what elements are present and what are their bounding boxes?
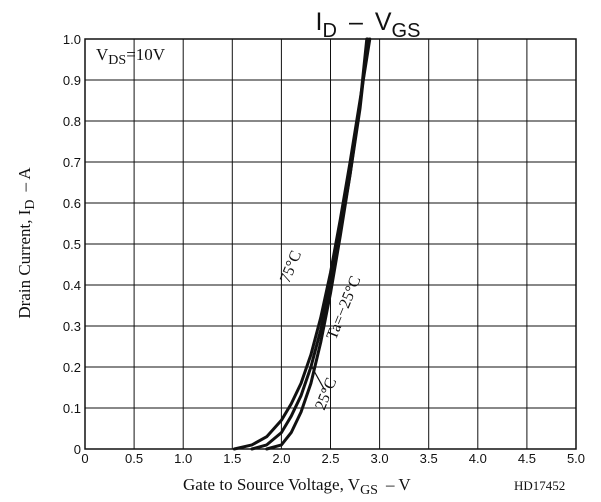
y-tick-label-1: 0.1 [63, 401, 81, 416]
y-tick-label-6: 0.6 [63, 196, 81, 211]
y-tick-label-5: 0.5 [63, 237, 81, 252]
y-tick-label-4: 0.4 [63, 278, 81, 293]
x-tick-label-10: 5.0 [567, 451, 585, 466]
y-tick-label-7: 0.7 [63, 155, 81, 170]
y-tick-label-2: 0.2 [63, 360, 81, 375]
plot-frame [84, 38, 577, 450]
figure-code: HD17452 [514, 478, 565, 493]
tick-labels: 0 0.5 1.0 1.5 2.0 2.5 3.0 3.5 4.0 4.5 5.0 0 0.1 0.2 0.… [63, 32, 585, 466]
y-axis-label: Drain Current, ID– A [15, 167, 38, 319]
x-tick-label-8: 4.0 [469, 451, 487, 466]
chart-title: ID – VGS [316, 8, 421, 42]
curves [232, 37, 372, 451]
annotation-label-2: 25°C [312, 375, 340, 412]
title-i: I [316, 8, 323, 36]
x-tick-label-7: 3.5 [420, 451, 438, 466]
y-tick-label-0: 0 [74, 442, 81, 457]
title-i-subscript: D [323, 20, 337, 42]
x-tick-label-0: 0 [81, 451, 88, 466]
curve-series-0 [232, 37, 372, 451]
y-tick-label-9: 0.9 [63, 73, 81, 88]
y-tick-label-8: 0.8 [63, 114, 81, 129]
curve-series-2 [265, 37, 369, 451]
x-axis-label: Gate to Source Voltage, VGS – V [183, 475, 411, 498]
plot-grid [84, 38, 577, 450]
title-v-subscript: GS [392, 20, 421, 42]
y-tick-label-3: 0.3 [63, 319, 81, 334]
x-tick-label-5: 2.5 [321, 451, 339, 466]
x-tick-label-1: 0.5 [125, 451, 143, 466]
annotation-leader-line [311, 366, 326, 390]
x-tick-label-2: 1.0 [174, 451, 192, 466]
title-v: V [375, 8, 392, 36]
x-tick-label-4: 2.0 [272, 451, 290, 466]
x-tick-label-9: 4.5 [518, 451, 536, 466]
y-tick-label-10: 1.0 [63, 32, 81, 47]
condition-label: VDS=10V [96, 45, 166, 68]
x-tick-label-6: 3.0 [371, 451, 389, 466]
title-dash: – [349, 8, 363, 36]
x-tick-label-3: 1.5 [223, 451, 241, 466]
